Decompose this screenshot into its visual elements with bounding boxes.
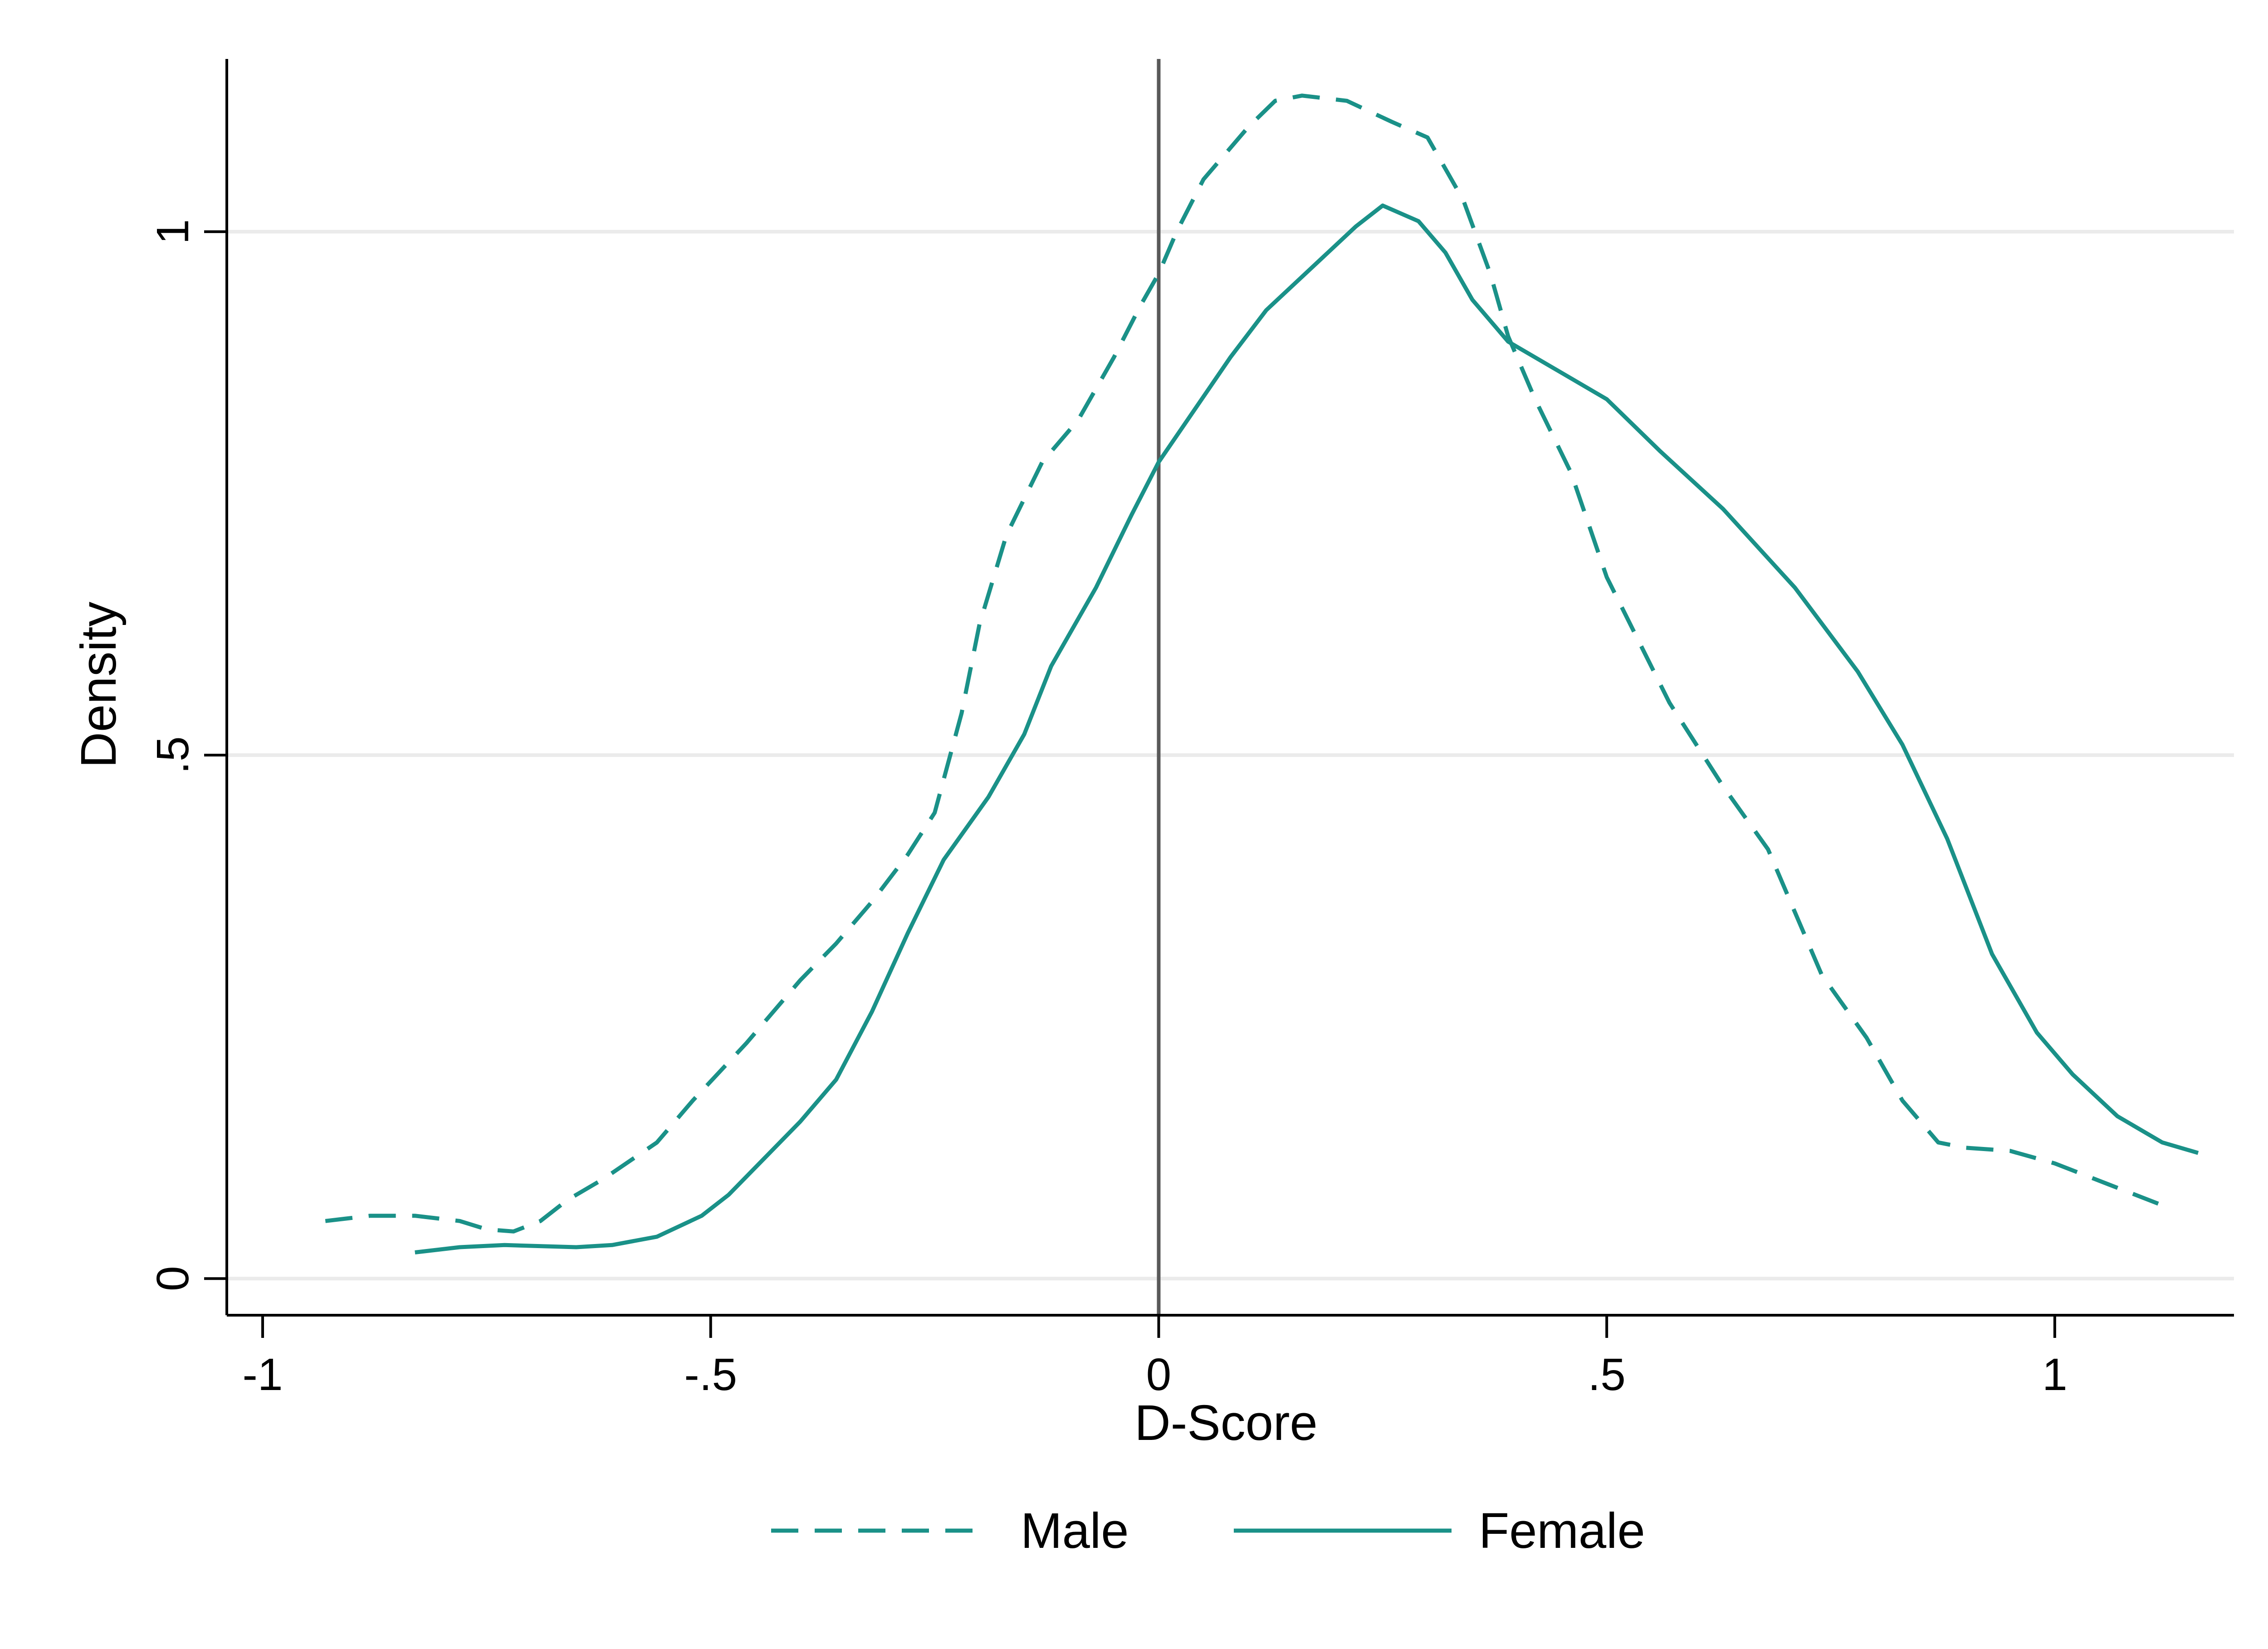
legend-label-male: Male (1021, 1503, 1129, 1559)
y-tick-label-1: .5 (147, 736, 198, 774)
x-tick-label-4: 1 (2042, 1349, 2068, 1400)
x-tick-label-3: .5 (1588, 1349, 1625, 1400)
x-tick-label-0: -1 (243, 1349, 283, 1400)
x-tick-label-1: -.5 (684, 1349, 737, 1400)
x-axis-title: D-Score (1134, 1395, 1317, 1451)
y-axis-title: Density (71, 602, 127, 768)
tick-labels: -1 -.5 0 .5 1 0 .5 1 (147, 219, 2068, 1400)
y-tick-label-2: 1 (147, 219, 198, 244)
legend: Male Female (771, 1503, 1645, 1559)
series-layer (325, 93, 2199, 1254)
series-line-male (325, 93, 2163, 1234)
x-tick-label-2: 0 (1146, 1349, 1172, 1400)
legend-label-female: Female (1479, 1503, 1645, 1559)
axes (204, 59, 2234, 1338)
y-tick-label-0: 0 (147, 1266, 198, 1291)
grid-lines (227, 229, 2234, 1281)
series-line-female (415, 203, 2199, 1254)
